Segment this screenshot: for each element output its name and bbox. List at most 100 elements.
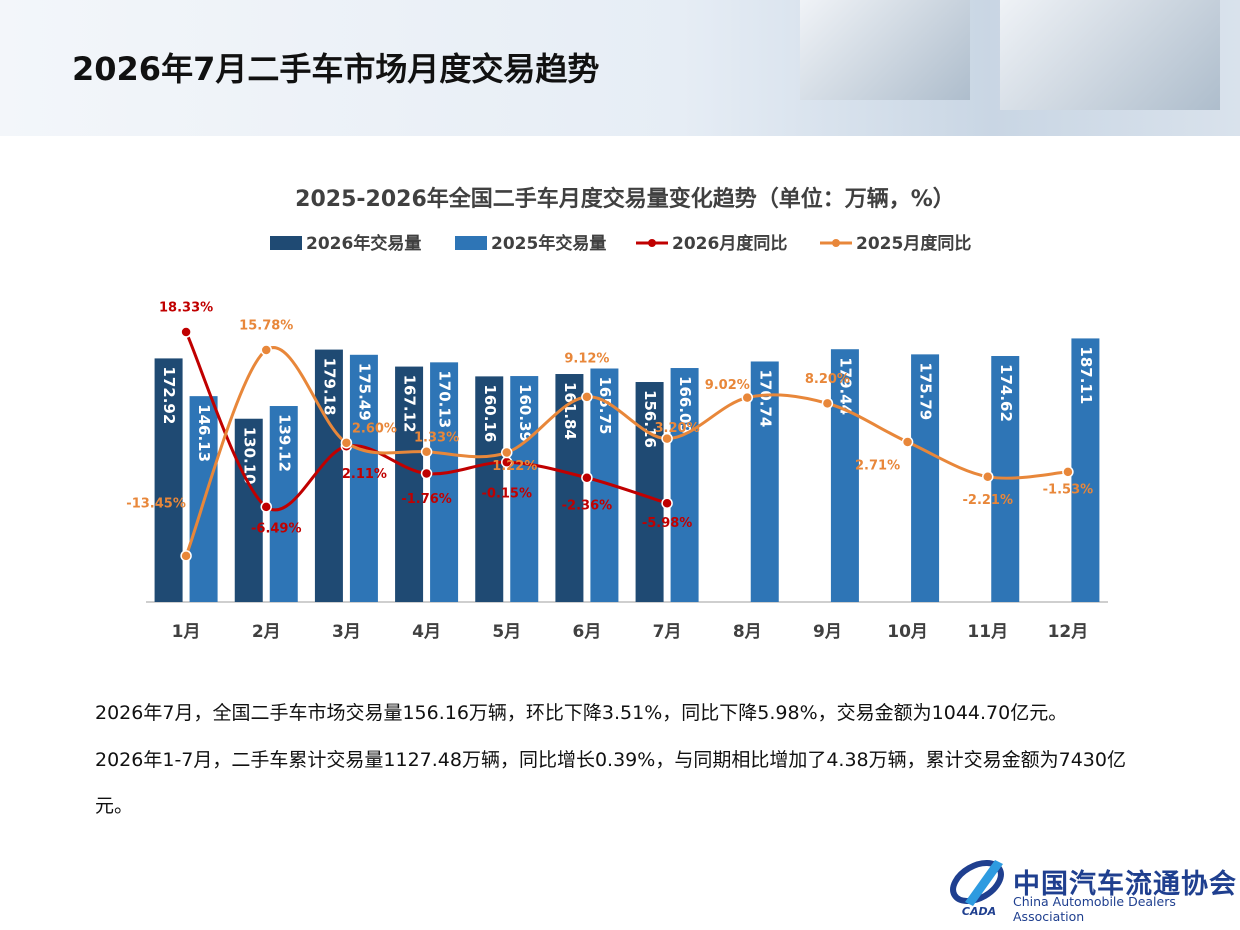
bar-label: 139.12	[275, 414, 293, 472]
line-label: 9.12%	[564, 351, 609, 366]
bar-label: 146.13	[195, 404, 213, 462]
logo-english: China Automobile Dealers Association	[1013, 894, 1176, 924]
bar-label: 166.09	[676, 376, 694, 434]
line-point	[501, 446, 513, 459]
x-tick-label: 4月	[412, 622, 441, 642]
x-tick-label: 7月	[653, 622, 682, 642]
line-label: -1.53%	[1043, 482, 1094, 497]
bar-label: 174.62	[997, 364, 1015, 422]
legend-swatch	[270, 236, 302, 250]
line-label: 1.33%	[414, 430, 459, 445]
line-label: -2.36%	[562, 498, 613, 513]
line-label: -13.45%	[126, 496, 186, 511]
legend-label: 2026月度同比	[672, 233, 787, 254]
bar	[510, 376, 539, 602]
bar	[395, 366, 424, 602]
legend-label: 2026年交易量	[306, 233, 421, 254]
line-label: 15.78%	[239, 318, 293, 333]
bar-label: 170.74	[756, 369, 774, 427]
chart-title: 2025-2026年全国二手车月度交易量变化趋势（单位：万辆，%）	[295, 186, 955, 212]
header: 2026年7月二手车市场月度交易趋势	[0, 0, 1240, 136]
x-tick-label: 9月	[813, 622, 842, 642]
legend-swatch	[455, 236, 487, 250]
bar-label: 160.16	[481, 384, 499, 442]
line-point	[180, 326, 192, 338]
decor	[1000, 0, 1220, 110]
line-point	[180, 550, 192, 562]
bar	[830, 349, 859, 602]
x-tick-label: 11月	[967, 622, 1008, 642]
x-tick-label: 1月	[172, 622, 201, 642]
bar-label: 172.92	[160, 366, 178, 424]
line-point	[581, 391, 593, 403]
bar-label: 161.84	[561, 382, 579, 440]
line-point	[901, 436, 914, 448]
bar-label: 160.39	[516, 384, 534, 442]
line-label: 9.02%	[705, 378, 750, 393]
line-label: -2.21%	[963, 493, 1014, 508]
bar	[635, 382, 664, 602]
line-point	[340, 437, 353, 449]
legend-swatch	[832, 239, 840, 247]
line-label: 2.60%	[352, 421, 397, 436]
bar	[234, 418, 263, 602]
bar-label: 179.18	[320, 358, 338, 416]
line-point	[982, 470, 994, 483]
chart: 2025-2026年全国二手车月度交易量变化趋势（单位：万辆，%） 2026年交…	[126, 186, 1108, 642]
bar	[475, 376, 504, 602]
decor	[800, 0, 970, 100]
bar	[1071, 338, 1100, 602]
line-label: 2.11%	[342, 467, 387, 482]
bar	[430, 362, 459, 602]
bar	[154, 358, 183, 602]
line-label: 2.71%	[855, 459, 900, 474]
paragraph: 2026年1-7月，二手车累计交易量1127.48万辆，同比增长0.39%，与同…	[95, 749, 1126, 817]
legend-label: 2025年交易量	[491, 233, 606, 254]
line-point	[741, 391, 753, 404]
bar	[314, 349, 343, 602]
line-label: 8.20%	[805, 372, 850, 387]
title: 2026年7月二手车市场月度交易趋势	[72, 50, 600, 88]
x-tick-label: 12月	[1048, 622, 1089, 642]
line-point	[420, 446, 433, 458]
x-tick-label: 3月	[332, 622, 361, 642]
logo-name: 中国汽车流通协会	[1013, 869, 1237, 900]
line-label: 18.33%	[159, 301, 213, 316]
x-tick-label: 5月	[492, 622, 521, 642]
line-label: -1.76%	[401, 492, 452, 507]
legend-label: 2025月度同比	[856, 233, 971, 254]
logo-abbr: CADA	[962, 905, 996, 918]
bar-label: 156.16	[641, 390, 659, 448]
bar-label: 130.10	[240, 427, 258, 485]
legend-swatch	[648, 239, 656, 247]
x-tick-label: 2月	[252, 622, 281, 642]
x-tick-label: 10月	[887, 622, 928, 642]
bar	[269, 406, 298, 602]
bar-label: 167.12	[401, 375, 419, 433]
line-point	[821, 397, 834, 410]
line-point	[581, 472, 593, 484]
line-label: 3.20%	[655, 421, 700, 436]
bar	[911, 354, 940, 602]
line-label: -5.98%	[642, 516, 693, 531]
bar-label: 170.13	[436, 370, 454, 428]
line-point	[420, 467, 433, 480]
bar-label: 175.79	[917, 362, 935, 420]
bar	[670, 368, 699, 602]
line-point	[661, 497, 673, 510]
paragraph: 2026年7月，全国二手车市场交易量156.16万辆，环比下降3.51%，同比下…	[95, 702, 1068, 724]
bar-label: 165.75	[596, 377, 614, 435]
line-point	[260, 344, 272, 356]
line-point	[1062, 466, 1074, 478]
bar-label: 179.44	[836, 357, 854, 415]
bar	[750, 361, 779, 602]
line-label: -0.15%	[482, 487, 533, 502]
bar	[349, 354, 378, 602]
x-tick-label: 8月	[733, 622, 762, 642]
line-point	[661, 432, 673, 445]
line-point	[260, 501, 272, 513]
x-tick-label: 6月	[572, 622, 601, 642]
line-label: -6.49%	[251, 521, 302, 536]
bar-label: 187.11	[1077, 346, 1095, 404]
